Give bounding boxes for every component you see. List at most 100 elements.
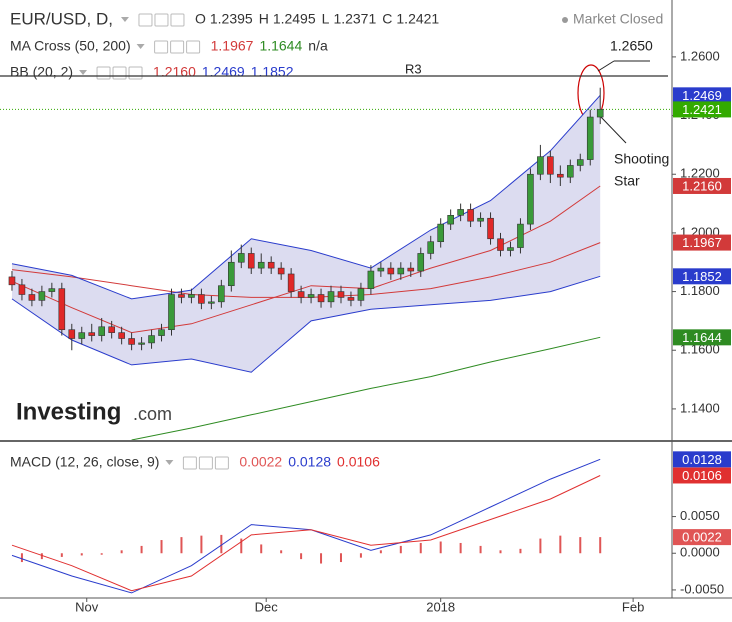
indicator-value: 1.2469 [202, 64, 245, 80]
candle-body [417, 253, 425, 272]
y-tick-label: 1.1800 [680, 283, 720, 298]
histogram-bar [459, 542, 462, 554]
price-label-box [673, 177, 731, 194]
candle-body [98, 326, 105, 336]
candle-body [407, 267, 415, 272]
price-label-box [673, 268, 731, 285]
indicator-value: 1.1967 [211, 38, 254, 54]
price-label: 1.1644 [682, 330, 722, 345]
y-tick-label: 0.0050 [680, 508, 720, 523]
candle-body [257, 261, 265, 269]
histogram-bar [160, 540, 163, 554]
x-tick-label: 2018 [426, 599, 455, 614]
candle-body [387, 267, 395, 275]
histogram-bar [339, 553, 342, 563]
indicator-value: 0.0106 [337, 454, 380, 470]
price-label: 0.0128 [682, 452, 722, 467]
indicator-value: 1.2160 [153, 64, 196, 80]
ohlc-value: 1.2395 [210, 11, 253, 27]
histogram-bar [20, 553, 23, 563]
histogram-bar [40, 553, 43, 560]
settings-icon [154, 13, 169, 27]
histogram-bar [120, 550, 123, 554]
candle-body [427, 241, 435, 254]
histogram-bar [379, 550, 382, 554]
candle-body [158, 329, 165, 336]
candle-body [557, 173, 564, 178]
candle-body [247, 253, 255, 269]
indicator-value: 1.1644 [259, 38, 302, 54]
indicator-line [11, 94, 601, 300]
y-tick-label: 0.0000 [680, 545, 720, 560]
ohlc-value: 1.2371 [333, 11, 376, 27]
indicator-note: n/a [308, 38, 328, 54]
candle-body [28, 294, 36, 301]
candle-body [567, 165, 574, 178]
ohlc-letter: L [322, 11, 330, 27]
candle-body [188, 294, 195, 298]
histogram-bar [539, 538, 542, 554]
histogram-bar [260, 544, 263, 554]
candle-body [437, 223, 444, 243]
indicator-line [11, 475, 601, 592]
price-label-box [673, 234, 731, 251]
candle-body [18, 284, 26, 295]
price-label-box [673, 451, 731, 468]
histogram-bar [599, 537, 602, 554]
axis-group: 1.14001.16001.18001.20001.22001.24001.26… [75, 48, 724, 614]
candle-body [58, 288, 66, 331]
price-label: 1.2469 [682, 88, 722, 103]
candle-body [178, 294, 185, 298]
histogram-bar [60, 553, 63, 557]
candle-body [277, 267, 285, 275]
dropdown-caret [136, 44, 145, 49]
candle-body [118, 332, 125, 339]
indicator-line [131, 336, 601, 440]
candle-body [48, 288, 56, 292]
indicator-value: 0.0128 [288, 454, 331, 470]
candle-body [128, 338, 135, 345]
candle-body [477, 217, 484, 222]
ohlc-value: 1.2495 [273, 11, 316, 27]
price-panel [0, 87, 672, 440]
indicator-name: BB (20, 2) [10, 64, 73, 80]
indicator-value: 1.1852 [251, 64, 294, 80]
candle-body [287, 273, 295, 292]
histogram-bar [579, 537, 582, 554]
price-label: 1.1852 [682, 269, 722, 284]
histogram-bar [240, 538, 243, 554]
candle-body [68, 329, 76, 339]
y-tick-label: 1.1600 [680, 342, 720, 357]
ohlc-letter: O [195, 11, 206, 27]
macd-panel [11, 458, 602, 594]
histogram-bar [479, 545, 482, 554]
settings-icon [154, 40, 169, 54]
candle-body [198, 294, 205, 304]
candle-body [138, 342, 145, 345]
candle-body [88, 332, 96, 336]
candle-body [367, 270, 375, 289]
histogram-bar [519, 548, 522, 554]
candle-body [327, 291, 335, 303]
price-label-box [673, 467, 731, 484]
y-tick-label: 1.1400 [680, 400, 720, 415]
level-callout: 1.2650 [610, 38, 653, 54]
candle-body [267, 261, 275, 269]
candle-body [507, 247, 514, 251]
candle-body [487, 217, 494, 240]
x-tick-label: Nov [75, 599, 99, 614]
candle-body [537, 156, 544, 175]
histogram-bar [439, 541, 442, 554]
candle-body [357, 288, 365, 301]
histogram-bar [499, 550, 502, 554]
y-tick-label: 1.2200 [680, 166, 720, 181]
settings-icon [128, 66, 143, 80]
price-label: 0.0022 [682, 530, 722, 545]
candle-body [397, 267, 405, 275]
candle-body [447, 215, 454, 225]
dropdown-caret [79, 70, 88, 75]
candle-body [8, 276, 16, 286]
histogram-bar [220, 534, 223, 554]
market-status: Market Closed [573, 11, 663, 27]
ohlc-letter: C [382, 11, 392, 27]
